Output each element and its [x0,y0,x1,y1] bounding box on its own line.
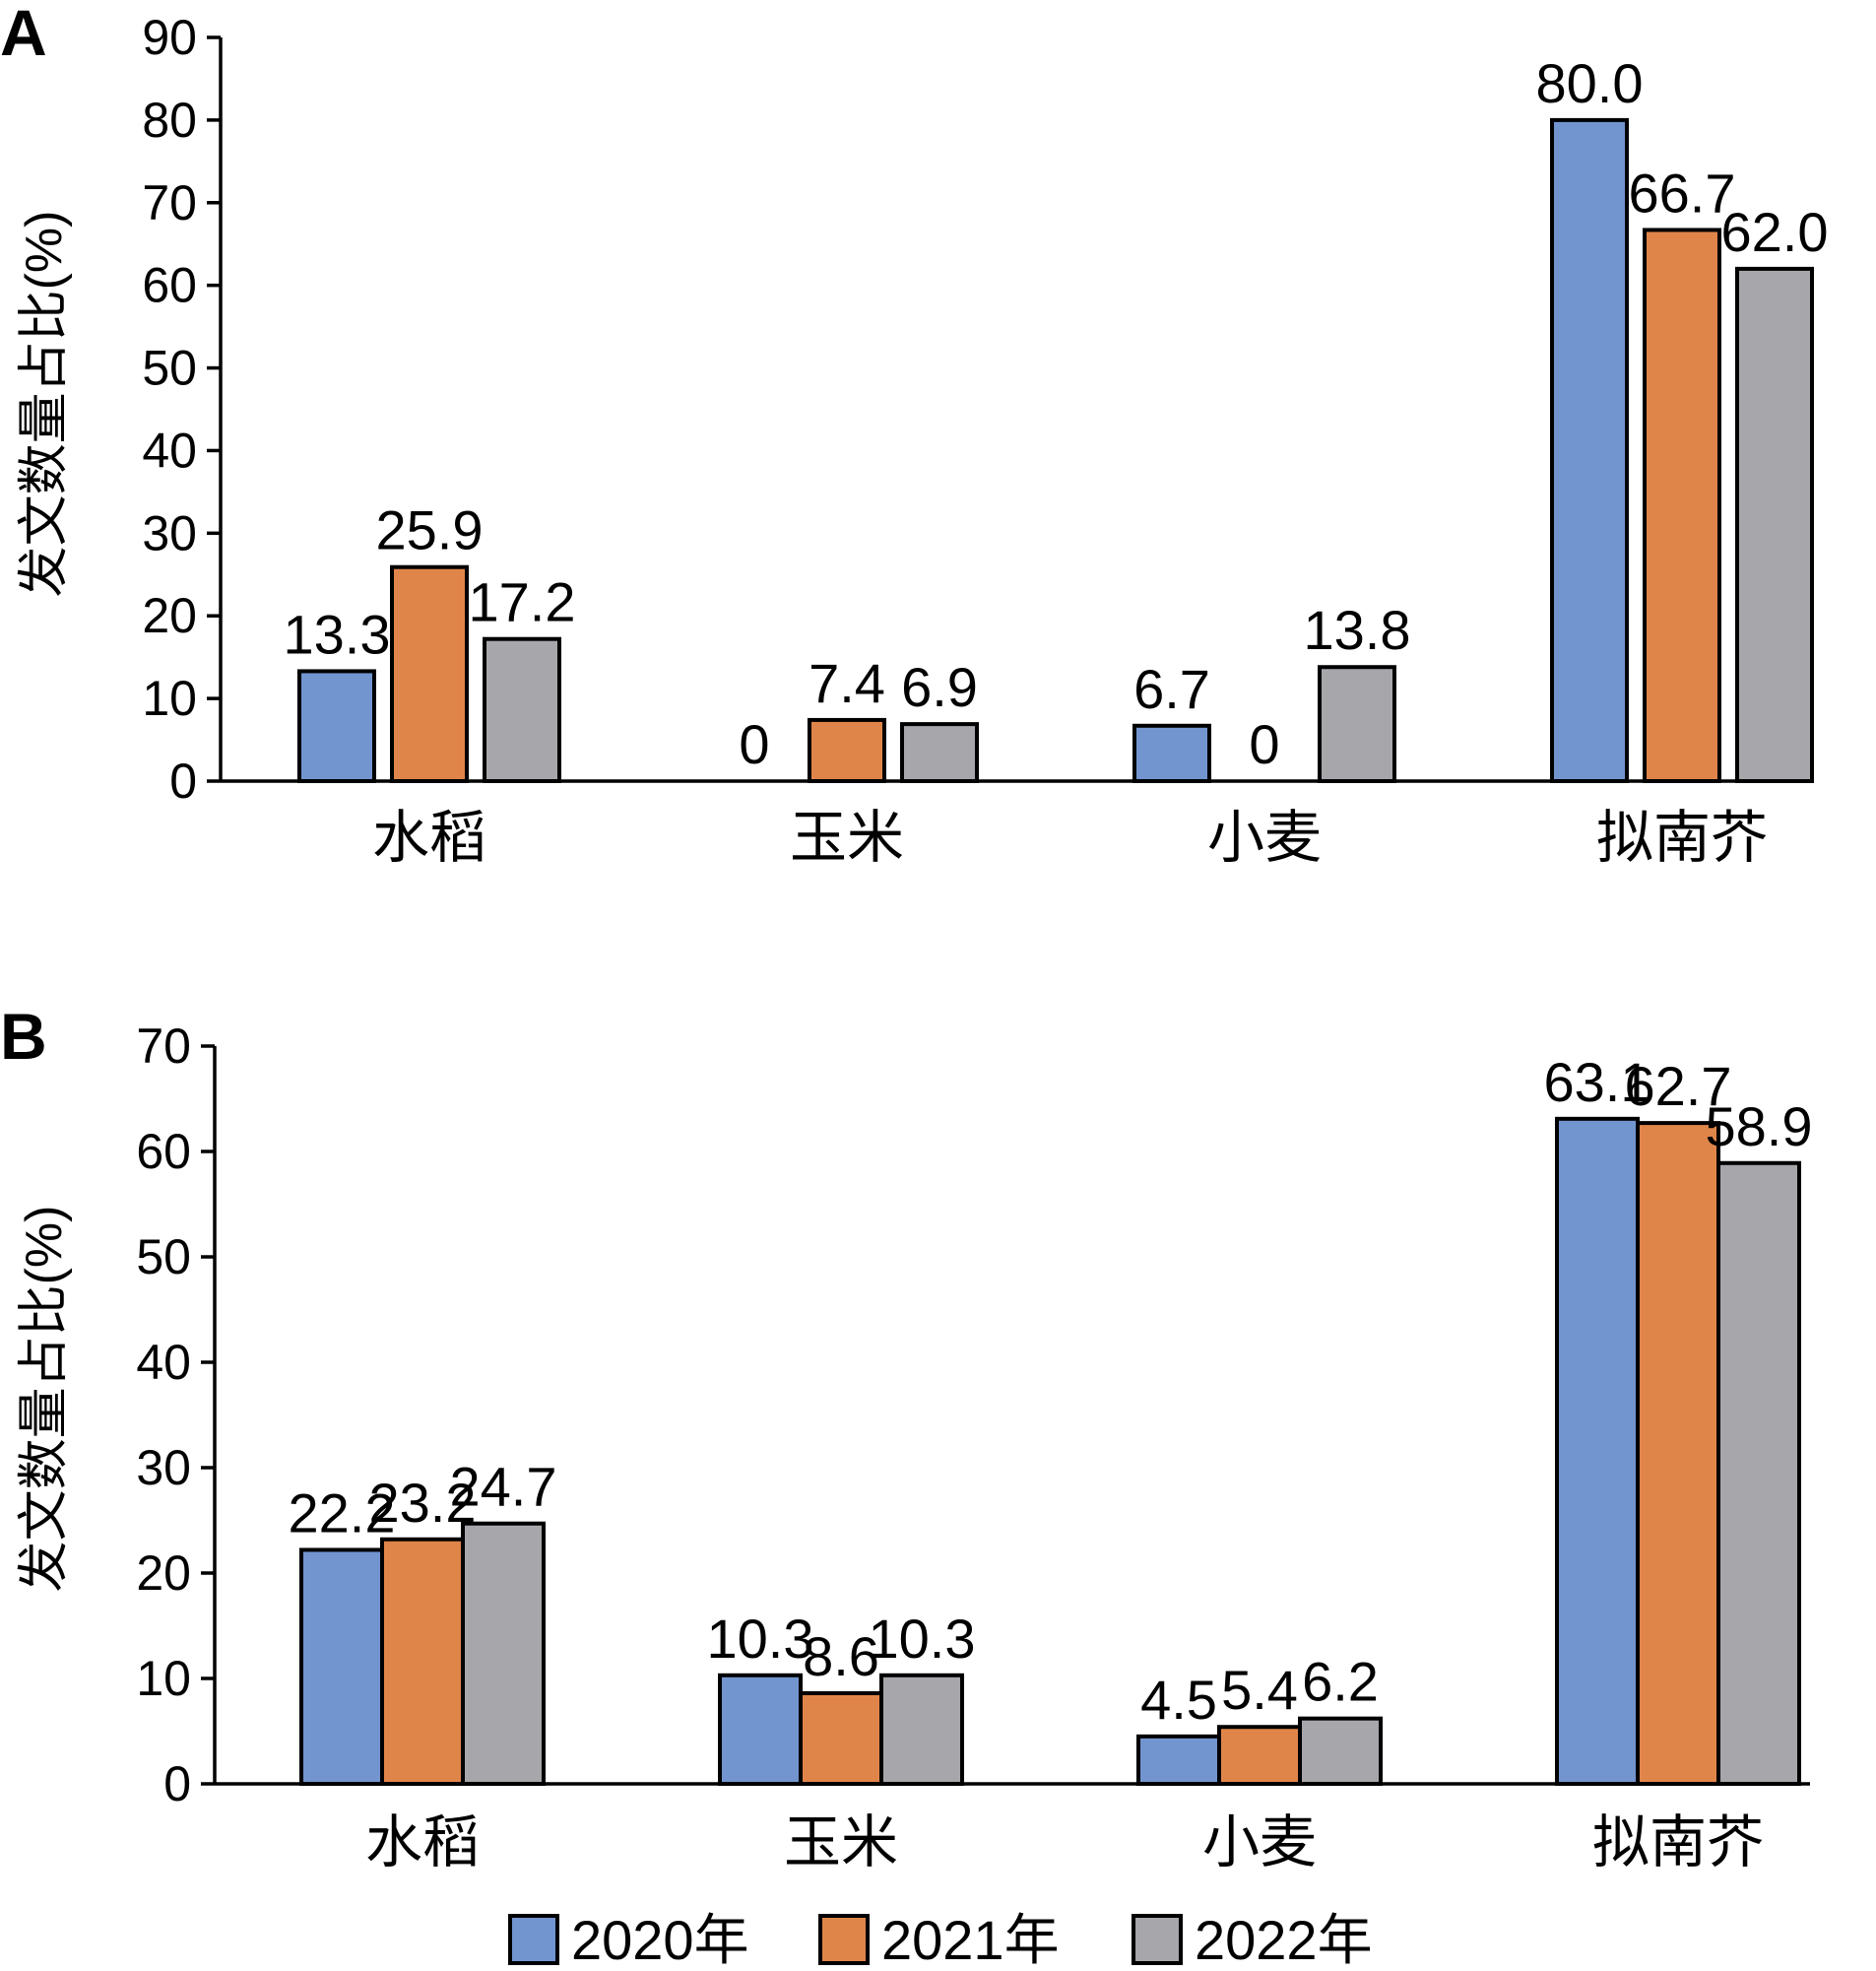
data-label: 10.3 [707,1608,814,1670]
bar [1636,1121,1720,1786]
bar [900,722,979,783]
data-label: 5.4 [1221,1659,1298,1721]
category-label: 水稻 [365,1810,480,1874]
data-label: 22.2 [289,1481,396,1544]
y-tick-label: 10 [142,671,197,726]
y-tick-label: 20 [142,588,197,643]
y-tick-label: 60 [142,258,197,313]
bar [299,1547,384,1786]
bar [1555,1116,1640,1786]
bar [1716,1160,1801,1786]
bar [1735,266,1814,783]
bar [1643,228,1721,783]
bar [380,1537,465,1787]
category-label: 玉米 [790,806,904,870]
y-tick-label: 30 [136,1440,191,1495]
y-tick-label: 70 [136,1018,191,1074]
category-label: 拟南芥 [1592,1810,1764,1874]
y-tick-label: 0 [169,754,197,809]
data-label: 0 [1249,713,1279,775]
legend-label: 2020年 [571,1909,749,1971]
bar [1132,723,1211,783]
data-label: 80.0 [1536,52,1644,114]
panel-b-chart: B 0 10 20 30 40 50 60 70 发文数量占比(%) 水稻 22.223.224.7 玉… [0,1000,1813,1874]
data-label: 24.7 [450,1456,557,1518]
legend-label: 2021年 [881,1909,1060,1971]
data-label: 13.3 [284,603,391,665]
data-label: 66.7 [1629,162,1736,224]
bar [461,1521,546,1786]
data-label: 58.9 [1706,1095,1813,1157]
data-label: 4.5 [1140,1669,1217,1731]
y-tick-label: 50 [136,1229,191,1284]
bar [297,669,376,784]
y-tick-label: 60 [136,1124,191,1179]
y-axis-label: 发文数量占比(%) [16,211,73,598]
data-label: 6.7 [1133,658,1210,720]
panel-letter: B [0,1000,47,1073]
bar [1217,1725,1302,1786]
category-label: 小麦 [1202,1810,1317,1874]
legend-swatch [818,1914,870,1965]
category-label: 水稻 [372,806,486,870]
legend-label: 2022年 [1195,1909,1373,1971]
data-label: 62.7 [1625,1055,1732,1117]
y-tick-label: 50 [142,341,197,396]
y-tick-label: 10 [136,1651,191,1706]
bar [808,717,886,784]
bar [1318,665,1396,784]
data-label: 63.1 [1544,1051,1651,1113]
y-tick-label: 40 [142,423,197,478]
data-label: 62.0 [1721,201,1829,263]
category-label: 拟南芥 [1596,806,1768,870]
data-label: 0 [739,713,769,775]
bar [483,636,561,784]
legend: 2020年 2021年 2022年 [508,1909,1373,1971]
panel-letter: A [0,0,47,69]
bar [1136,1734,1221,1786]
data-label: 6.2 [1302,1651,1379,1713]
data-label: 23.2 [369,1472,477,1534]
y-tick-label: 0 [163,1756,191,1811]
bar [1298,1716,1383,1787]
y-tick-label: 40 [136,1335,191,1390]
data-label: 8.6 [803,1625,879,1687]
category-label: 小麦 [1207,806,1322,870]
bar [390,564,469,783]
y-tick-label: 20 [136,1545,191,1601]
y-tick-label: 80 [142,93,197,148]
y-axis-label: 发文数量占比(%) [16,1206,73,1593]
panel-a-chart: A 0 10 20 30 40 50 60 70 80 90 发文数量占比(%) 水稻 13.3 25.9 1… [0,0,1829,870]
bar [718,1673,803,1787]
y-tick-label: 30 [142,505,197,560]
bar [1550,117,1629,783]
category-label: 玉米 [784,1810,898,1874]
legend-swatch [508,1914,559,1965]
data-label: 10.3 [869,1608,976,1670]
bar [799,1690,883,1786]
y-tick-label: 90 [142,10,197,65]
data-label: 6.9 [901,656,978,718]
data-label: 7.4 [809,652,885,714]
legend-swatch [1132,1914,1183,1965]
data-label: 17.2 [469,571,576,633]
data-label: 13.8 [1304,599,1411,661]
y-tick-label: 70 [142,175,197,230]
bar [879,1673,964,1787]
data-label: 25.9 [376,499,484,561]
